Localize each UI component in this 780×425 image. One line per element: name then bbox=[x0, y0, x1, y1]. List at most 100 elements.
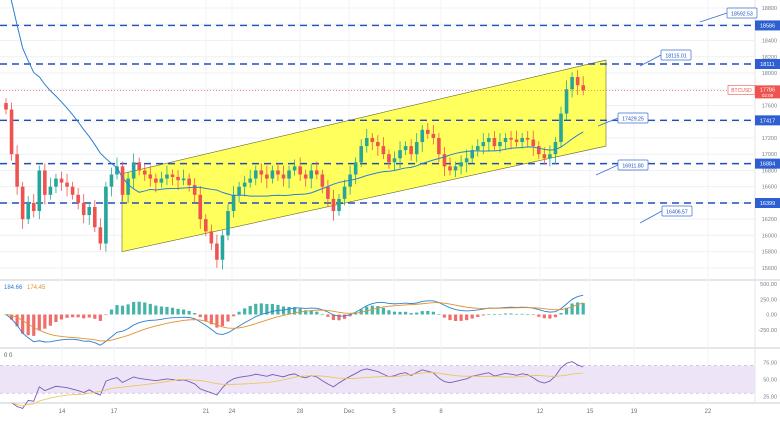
candle-body bbox=[376, 142, 380, 147]
candle-body bbox=[359, 146, 363, 163]
macd-histogram-bar bbox=[76, 314, 80, 318]
candle-body bbox=[187, 178, 191, 186]
callout-box bbox=[660, 49, 692, 61]
candle-body bbox=[9, 109, 14, 155]
macd-histogram-bar bbox=[487, 314, 491, 315]
macd-histogram-bar bbox=[548, 314, 552, 319]
callout-leader bbox=[639, 54, 662, 67]
rsi-panel: 25.00 50.00 75.00 bbox=[0, 360, 777, 410]
macd-histogram-bar bbox=[154, 305, 158, 315]
candle-body bbox=[581, 85, 585, 91]
macd-histogram-bar bbox=[43, 314, 47, 329]
time-tick-label: 28 bbox=[297, 409, 304, 415]
macd-histogram-bar bbox=[320, 313, 324, 315]
candle-body bbox=[70, 186, 75, 195]
candle-body bbox=[109, 174, 114, 187]
macd-histogram-bar bbox=[465, 314, 469, 321]
candle-body bbox=[26, 202, 30, 220]
moving-average-path bbox=[10, 0, 584, 197]
price-tick-label: 18800 bbox=[762, 6, 777, 12]
candle-body bbox=[93, 206, 97, 228]
candle-body bbox=[481, 142, 486, 147]
candle-body bbox=[98, 227, 103, 244]
macd-histogram-bar bbox=[220, 314, 225, 327]
macd-histogram-bar bbox=[437, 314, 441, 315]
candle-body bbox=[464, 158, 469, 163]
callout-label: 18592.53 bbox=[731, 11, 753, 17]
rsi-tick-label: 50.00 bbox=[763, 377, 777, 383]
macd-histogram-bar bbox=[148, 303, 152, 315]
candle-body bbox=[487, 137, 491, 143]
macd-histogram-bar bbox=[287, 306, 291, 315]
macd-histogram-bar bbox=[143, 302, 147, 315]
macd-histogram-bar bbox=[348, 314, 352, 317]
candle-body bbox=[87, 206, 92, 216]
yellow-ascending-channel bbox=[121, 59, 607, 253]
candle-body bbox=[337, 198, 341, 212]
time-axis: 14 17 21 24 28 Dec 5 8 12 15 19 22 bbox=[59, 409, 712, 415]
candle-body bbox=[426, 129, 430, 134]
time-tick-label: 24 bbox=[229, 409, 236, 415]
macd-histogram-bar bbox=[476, 314, 480, 317]
candle-body bbox=[292, 166, 297, 171]
macd-histogram-bar bbox=[453, 314, 458, 321]
callout-leader bbox=[639, 210, 663, 224]
macd-tick-label: -250.00 bbox=[758, 328, 777, 334]
candle-body bbox=[253, 170, 258, 179]
macd-histogram-bar bbox=[392, 311, 397, 315]
macd-histogram-bar bbox=[520, 313, 524, 315]
time-tick-label: 5 bbox=[392, 409, 396, 415]
candle-body bbox=[287, 170, 291, 179]
macd-histogram-bar bbox=[26, 314, 30, 336]
candlestick-series bbox=[4, 70, 585, 270]
candle-body bbox=[20, 186, 25, 220]
macd-histogram-bar bbox=[37, 314, 41, 331]
candle-body bbox=[570, 77, 574, 90]
macd-histogram-bar bbox=[15, 314, 19, 327]
macd-histogram-bar bbox=[215, 314, 219, 328]
candle-body bbox=[31, 202, 36, 212]
candle-body bbox=[442, 154, 447, 167]
macd-tick-label: 500.00 bbox=[760, 282, 777, 288]
candle-body bbox=[414, 142, 419, 155]
macd-histogram-bar bbox=[170, 307, 175, 315]
macd-histogram-bar bbox=[470, 314, 474, 319]
macd-histogram-bar bbox=[515, 313, 519, 315]
macd-histogram-bar bbox=[315, 311, 319, 315]
last-price-label: 17786 bbox=[760, 87, 775, 93]
macd-histogram-bar bbox=[442, 314, 447, 318]
candle-body bbox=[492, 137, 497, 147]
candle-body bbox=[503, 137, 508, 143]
candle-body bbox=[475, 146, 480, 151]
candle-body bbox=[165, 174, 169, 179]
macd-histogram-bar bbox=[115, 305, 119, 315]
candle-body bbox=[248, 178, 252, 183]
time-tick-label: 14 bbox=[59, 409, 66, 415]
rsi-header-label: 0 0 bbox=[4, 353, 13, 359]
candle-body bbox=[115, 166, 119, 175]
candle-body bbox=[242, 182, 247, 187]
macd-histogram-bar bbox=[337, 314, 341, 321]
macd-histogram-bar bbox=[304, 310, 308, 315]
macd-histogram-bar bbox=[104, 314, 108, 316]
macd-histogram-bar bbox=[132, 301, 136, 315]
candle-body bbox=[387, 154, 391, 163]
level-price-tag-label: 16399 bbox=[760, 201, 775, 207]
macd-histogram-bar bbox=[187, 310, 191, 315]
candle-body bbox=[575, 77, 580, 86]
candle-body bbox=[281, 174, 286, 179]
candle-body bbox=[126, 178, 130, 195]
candle-body bbox=[276, 170, 280, 175]
macd-histogram-bar bbox=[82, 314, 86, 319]
macd-histogram-bar bbox=[137, 301, 141, 315]
macd-histogram-bar bbox=[404, 311, 408, 315]
macd-histogram-bar bbox=[342, 314, 347, 319]
callout-box bbox=[617, 159, 649, 171]
candle-body bbox=[392, 158, 397, 163]
macd-histogram-bar bbox=[276, 304, 280, 315]
candle-body bbox=[353, 162, 358, 175]
macd-histogram-bar bbox=[59, 314, 64, 320]
macd-histogram-bar bbox=[564, 307, 569, 315]
candle-body bbox=[509, 137, 513, 140]
